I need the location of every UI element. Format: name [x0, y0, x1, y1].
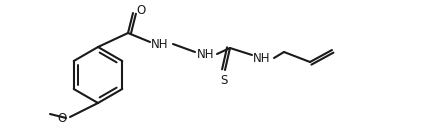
Text: O: O: [137, 3, 145, 17]
Text: NH: NH: [197, 47, 215, 60]
Text: S: S: [220, 74, 228, 87]
Text: NH: NH: [253, 51, 271, 64]
Text: NH: NH: [151, 39, 169, 51]
Text: O: O: [57, 112, 67, 124]
